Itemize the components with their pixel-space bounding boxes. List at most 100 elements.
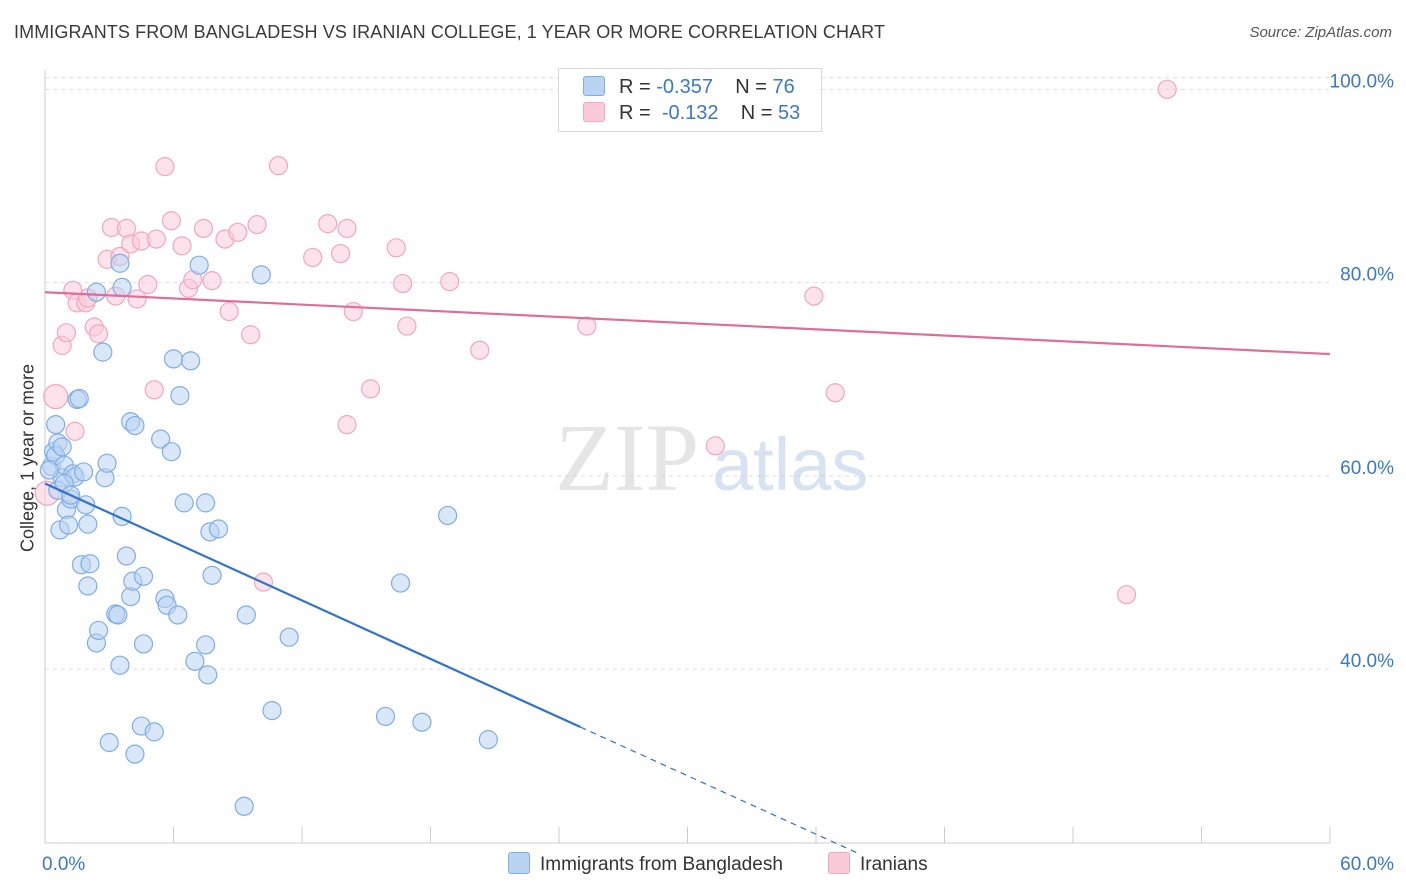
legend-n-label: N = bbox=[740, 102, 773, 124]
data-point bbox=[438, 505, 458, 526]
data-point bbox=[181, 351, 201, 371]
data-point bbox=[1116, 585, 1137, 605]
data-point bbox=[174, 493, 194, 513]
data-point bbox=[112, 277, 132, 298]
data-point bbox=[193, 218, 214, 239]
data-point bbox=[202, 271, 222, 291]
data-point bbox=[386, 238, 406, 258]
data-point bbox=[804, 286, 824, 306]
data-point bbox=[390, 573, 411, 593]
bottom-legend-label-bangladesh: Immigrants from Bangladesh bbox=[540, 854, 783, 875]
data-point bbox=[251, 265, 271, 285]
data-point bbox=[133, 634, 154, 654]
data-point bbox=[268, 156, 289, 176]
legend-r-value-iranians: -0.132 bbox=[661, 102, 719, 124]
data-point bbox=[825, 383, 845, 403]
tick-labels: 40.0% 60.0% 80.0% 100.0% 0.0% 60.0% bbox=[42, 71, 1394, 875]
data-point bbox=[97, 453, 117, 473]
legend-r-label: R = bbox=[619, 76, 651, 98]
data-point bbox=[262, 701, 282, 721]
data-point bbox=[88, 620, 109, 641]
data-point bbox=[146, 229, 166, 249]
x-tick-label-min: 0.0% bbox=[42, 854, 85, 875]
watermark-atlas: atlas bbox=[712, 423, 868, 506]
data-point bbox=[69, 388, 89, 409]
data-point bbox=[88, 324, 109, 344]
data-point bbox=[46, 415, 66, 435]
data-point bbox=[133, 566, 154, 586]
data-point bbox=[577, 316, 597, 336]
data-point bbox=[393, 273, 413, 294]
data-point bbox=[234, 796, 254, 816]
data-point bbox=[196, 635, 216, 655]
data-point bbox=[330, 243, 351, 264]
data-point bbox=[80, 554, 100, 574]
data-point bbox=[125, 744, 145, 764]
trend-line bbox=[44, 291, 1331, 356]
data-point bbox=[360, 379, 381, 399]
data-point bbox=[151, 429, 171, 449]
trend-lines bbox=[44, 291, 1331, 855]
legend-r-value-bangladesh: -0.357 bbox=[656, 76, 713, 98]
data-point bbox=[279, 627, 299, 647]
bottom-legend-swatch-iranians bbox=[828, 852, 850, 874]
data-point bbox=[478, 730, 498, 750]
data-point bbox=[337, 415, 357, 435]
data-point bbox=[65, 421, 85, 441]
watermark-zip: ZIP bbox=[555, 404, 699, 511]
bottom-legend-label-iranians: Iranians bbox=[860, 854, 928, 875]
data-point bbox=[110, 253, 130, 273]
correlation-legend: R = -0.357 N = 76 R = -0.132 N = 53 bbox=[558, 68, 822, 132]
data-point bbox=[236, 605, 256, 625]
legend-r-label: R = bbox=[619, 102, 651, 124]
legend-swatch-bangladesh bbox=[583, 76, 605, 96]
data-point bbox=[43, 383, 69, 410]
data-point bbox=[337, 218, 357, 239]
data-point bbox=[168, 605, 188, 625]
data-point bbox=[144, 380, 164, 400]
data-point bbox=[78, 576, 98, 596]
data-point bbox=[138, 274, 158, 295]
data-point bbox=[99, 732, 119, 753]
data-point bbox=[202, 565, 222, 585]
data-point bbox=[318, 214, 338, 234]
data-point bbox=[412, 712, 432, 732]
data-point bbox=[185, 651, 205, 671]
data-point bbox=[170, 386, 190, 406]
data-point bbox=[73, 462, 94, 482]
data-point bbox=[470, 340, 490, 360]
data-point bbox=[93, 342, 113, 362]
y-axis-label: College, 1 year or more bbox=[17, 363, 38, 553]
y-tick-label: 100.0% bbox=[1330, 71, 1395, 92]
data-point bbox=[219, 301, 239, 322]
data-point bbox=[144, 722, 164, 742]
data-point bbox=[303, 247, 323, 268]
data-point bbox=[196, 493, 216, 513]
data-point bbox=[705, 436, 725, 456]
x-tick-label-max: 60.0% bbox=[1340, 854, 1394, 875]
gridlines bbox=[45, 77, 1330, 670]
legend-row-bangladesh: R = -0.357 N = 76 bbox=[583, 76, 795, 100]
y-tick-label: 60.0% bbox=[1340, 458, 1394, 479]
y-tick-label: 80.0% bbox=[1340, 265, 1394, 286]
data-point bbox=[78, 514, 98, 534]
axes bbox=[44, 70, 1331, 844]
data-point bbox=[375, 706, 396, 727]
data-point bbox=[58, 515, 79, 535]
data-point bbox=[161, 442, 181, 462]
data-point bbox=[440, 272, 460, 292]
bottom-legend-swatch-bangladesh bbox=[508, 852, 530, 874]
source-label: Source: ZipAtlas.com bbox=[1249, 24, 1392, 41]
data-point bbox=[198, 665, 218, 685]
bottom-legend-iranians: Iranians bbox=[828, 852, 928, 876]
data-point bbox=[241, 325, 261, 345]
series-bangladesh-points bbox=[39, 253, 498, 816]
data-point bbox=[247, 215, 267, 235]
trend-line-extension bbox=[580, 726, 860, 855]
data-point bbox=[127, 289, 147, 309]
legend-swatch-iranians bbox=[583, 102, 605, 122]
legend-n-value-iranians: 53 bbox=[778, 102, 801, 124]
data-point bbox=[155, 157, 175, 177]
data-point bbox=[39, 460, 59, 480]
